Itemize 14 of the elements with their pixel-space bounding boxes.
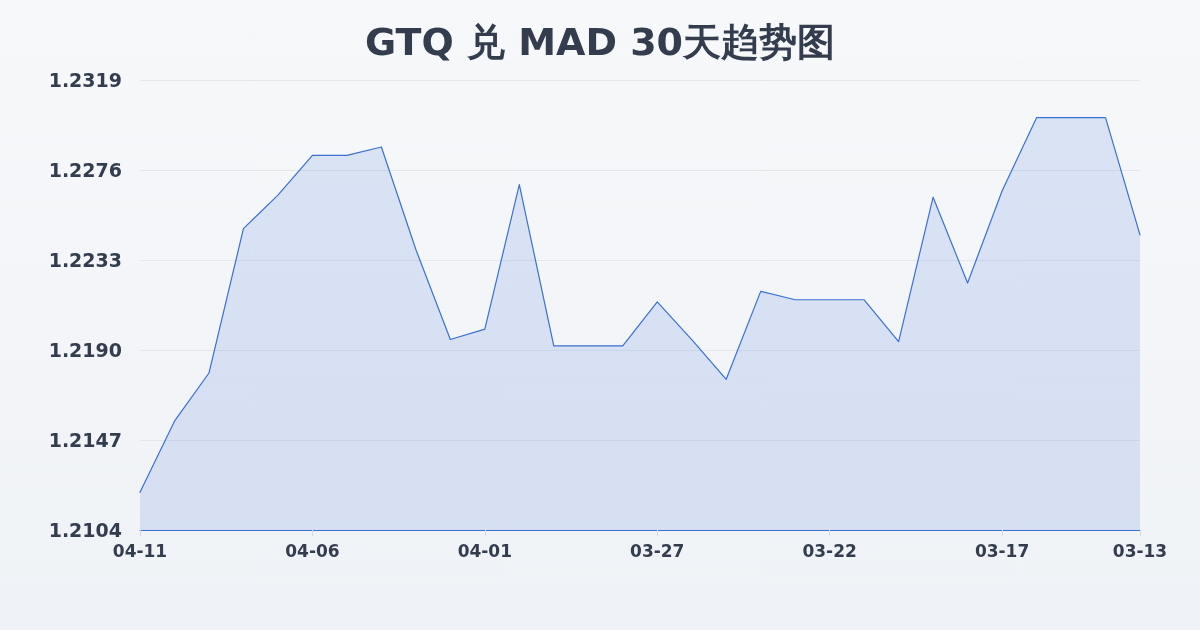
y-tick-label: 1.2104 xyxy=(48,519,122,541)
x-tick-label: 03-27 xyxy=(630,540,685,561)
y-tick-label: 1.2147 xyxy=(48,429,122,451)
y-tick-label: 1.2190 xyxy=(48,339,122,361)
y-tick-label: 1.2276 xyxy=(48,159,122,181)
x-tick-label: 04-06 xyxy=(285,540,340,561)
y-tick-label: 1.2233 xyxy=(48,249,122,271)
x-tick-label: 03-17 xyxy=(974,540,1030,561)
x-tick-label: 04-01 xyxy=(457,540,513,561)
x-tick-label: 04-11 xyxy=(112,540,168,561)
x-tick-label: 03-13 xyxy=(1112,540,1168,561)
x-tick-label: 03-22 xyxy=(802,540,857,561)
chart-title: GTQ 兑 MAD 30天趋势图 xyxy=(364,20,836,64)
y-tick-label: 1.2319 xyxy=(48,69,122,91)
